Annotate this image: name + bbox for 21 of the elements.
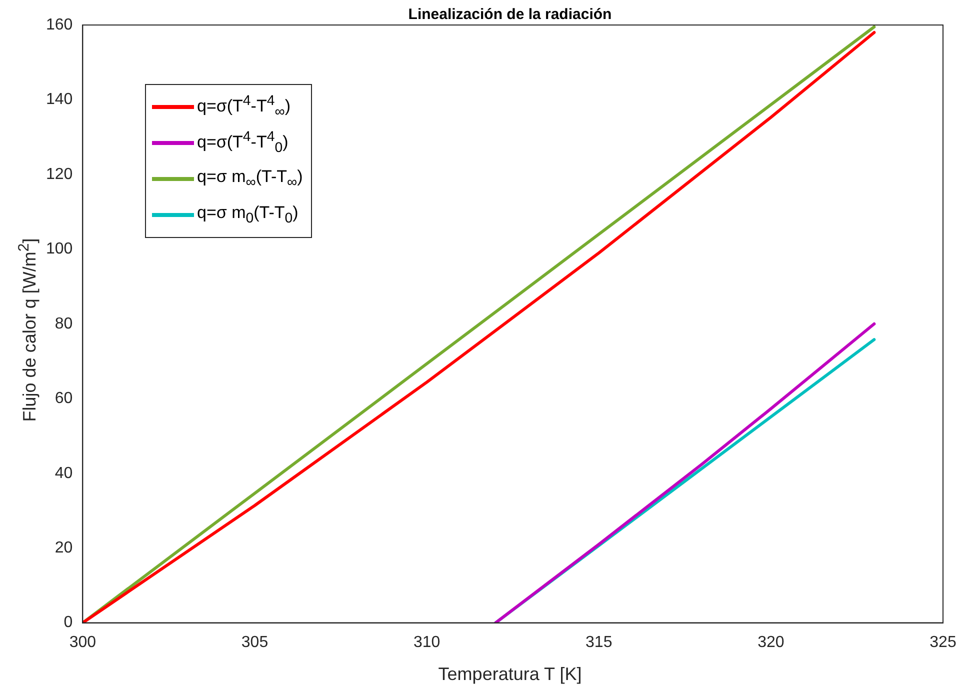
chart-title: Linealización de la radiación	[407, 6, 613, 23]
y-tick-label: 60	[54, 390, 73, 408]
x-axis-title: Temperatura T [K]	[437, 664, 583, 685]
legend-label: q=σ m$_{0}$(T-T$_{0}$)	[197, 203, 298, 227]
x-tick-label: 325	[930, 634, 956, 651]
x-tick-label: 315	[586, 634, 612, 651]
y-tick-label: 120	[46, 166, 73, 183]
x-tick-label: 310	[413, 634, 440, 651]
y-tick-label: 160	[46, 16, 73, 34]
y-tick-label: 140	[46, 91, 73, 108]
x-tick-label: 320	[758, 634, 784, 651]
x-tick-label: 305	[241, 634, 268, 651]
legend-label: q=σ(T$^{4}$-T$^{4}$$_{∞}$)	[197, 93, 290, 121]
x-tick-label: 300	[69, 634, 96, 651]
y-tick-label: 0	[64, 614, 73, 632]
y-tick-label: 100	[46, 240, 73, 258]
y-tick-label: 80	[54, 315, 73, 332]
y-tick-label: 40	[54, 464, 73, 482]
legend-label: q=σ(T$^{4}$-T$^{4}$$_{0}$)	[197, 129, 288, 157]
legend-label: q=σ m$_{∞}$(T-T$_{∞}$)	[197, 167, 303, 191]
y-tick-label: 20	[54, 539, 73, 556]
